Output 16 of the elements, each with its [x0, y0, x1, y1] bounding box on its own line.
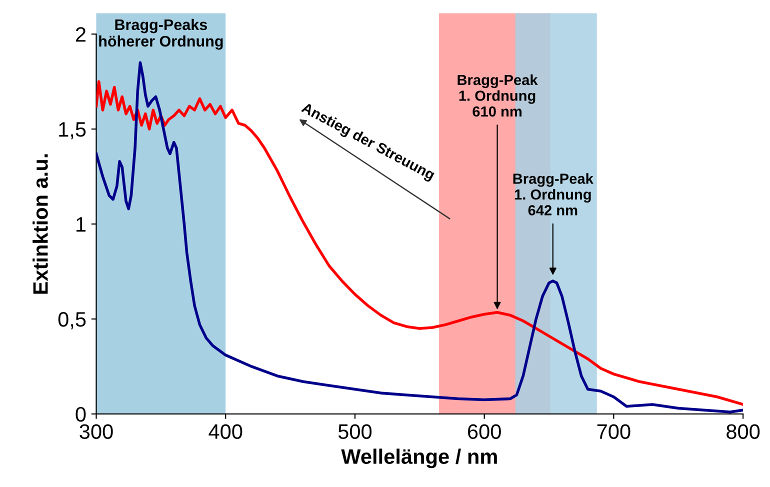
- annotation: Bragg-Peak 1. Ordnung 610 nm: [458, 74, 538, 117]
- x-tick-label: 800: [726, 424, 760, 439]
- y-tick-label: 2: [76, 27, 86, 42]
- annotation: Bragg-Peak 1. Ordnung 642 nm: [513, 173, 594, 216]
- y-tick-label: 0,5: [58, 312, 86, 330]
- y-tick-label: 1: [76, 217, 86, 232]
- y-tick-label: 0: [76, 406, 86, 422]
- x-tick-label: 300: [80, 424, 113, 439]
- x-tick-label: 600: [468, 424, 501, 439]
- x-tick-label: 700: [597, 424, 630, 439]
- y-axis-title: Extinktion a.u.: [32, 154, 48, 294]
- x-tick-label: 500: [338, 424, 372, 439]
- band-label: Bragg-Peaks höherer Ordnung: [99, 18, 223, 50]
- x-tick-label: 400: [208, 424, 242, 439]
- y-tick-label: 1,5: [59, 122, 86, 140]
- x-axis-title: Wellelänge / nm: [341, 448, 497, 468]
